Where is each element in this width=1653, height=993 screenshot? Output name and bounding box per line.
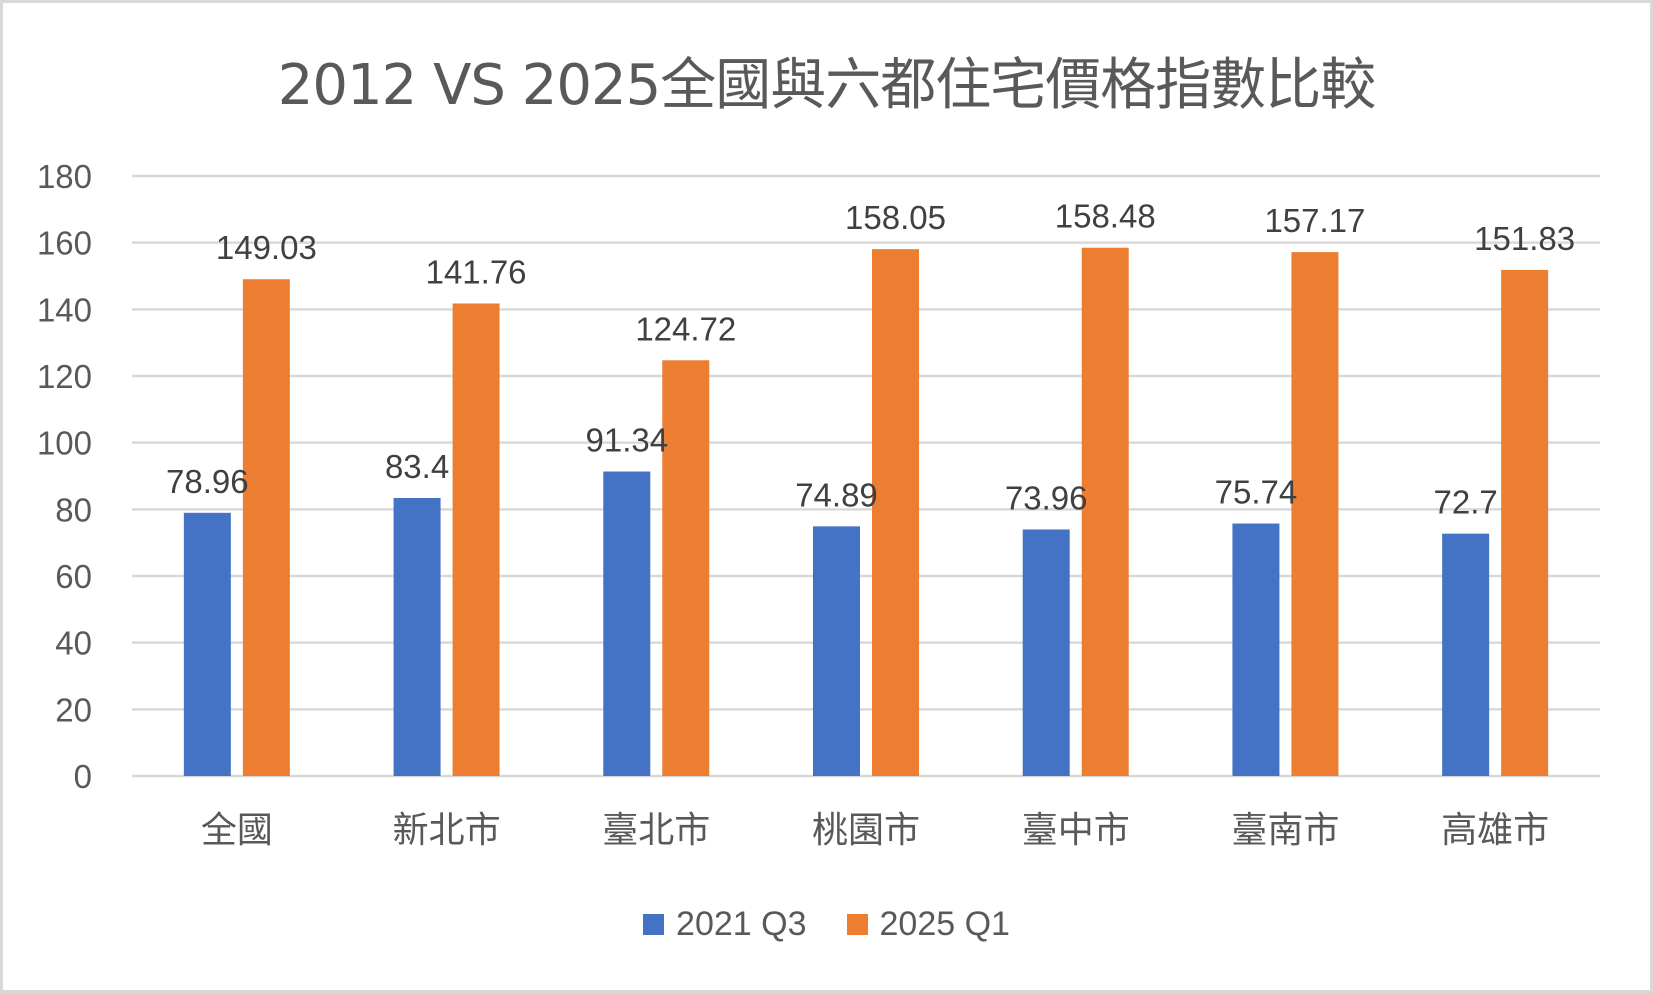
data-label: 158.48: [1055, 198, 1156, 235]
data-label: 72.7: [1434, 484, 1498, 521]
data-label: 151.83: [1474, 220, 1575, 257]
bar-series-2: [1291, 252, 1339, 777]
y-tick-label: 160: [37, 225, 92, 262]
y-tick-label: 40: [55, 625, 92, 662]
bar-series-2: [242, 279, 290, 776]
y-tick-label: 80: [55, 491, 92, 528]
data-label: 124.72: [635, 310, 736, 347]
x-category-label: 桃園市: [812, 810, 920, 851]
data-labels: 78.96 149.03 83.4 141.76 91.34 124.72 74.89 158…: [166, 198, 1575, 521]
bar-series-2: [1501, 269, 1549, 776]
y-tick-label: 120: [37, 358, 92, 395]
y-tick-label: 0: [74, 758, 92, 795]
data-label: 91.34: [585, 422, 668, 459]
bar-series-1: [1022, 529, 1070, 776]
x-category-label: 全國: [201, 810, 273, 851]
y-tick-label: 180: [37, 158, 92, 195]
y-tick-label: 100: [37, 425, 92, 462]
bar-series-1: [183, 512, 231, 776]
bar-series-2: [452, 303, 500, 776]
legend-label: 2025 Q1: [879, 905, 1010, 943]
data-label: 158.05: [845, 199, 946, 236]
legend-item-2025-q1[interactable]: 2025 Q1: [846, 905, 1010, 944]
x-category-label: 新北市: [393, 810, 501, 851]
bar-series-1: [1442, 533, 1490, 776]
x-category-label: 臺北市: [602, 810, 710, 851]
x-category-label: 臺中市: [1022, 810, 1130, 851]
gridlines: [132, 174, 1600, 778]
legend-label: 2021 Q3: [676, 905, 807, 943]
bars: [183, 247, 1549, 777]
x-axis-categories: 全國 新北市 臺北市 桃園市 臺中市 臺南市 高雄市: [201, 810, 1549, 851]
y-tick-label: 20: [55, 691, 92, 728]
bar-series-1: [813, 526, 860, 776]
data-label: 73.96: [1005, 479, 1088, 516]
legend-swatch-2021-q3: [643, 914, 665, 935]
legend: 2021 Q3 2025 Q1: [0, 905, 1653, 944]
bar-series-1: [393, 498, 441, 776]
data-label: 157.17: [1264, 202, 1365, 239]
chart-title: 2012 VS 2025全國與六都住宅價格指數比較: [277, 53, 1377, 118]
bar-series-2: [1081, 247, 1129, 776]
bar-series-2: [662, 360, 710, 776]
data-label: 78.96: [166, 463, 249, 500]
data-label: 83.4: [385, 448, 449, 485]
x-category-label: 高雄市: [1441, 810, 1549, 851]
bar-series-1: [1232, 523, 1280, 776]
y-axis-ticks: 0 20 40 60 80 100 120 140 160 180: [37, 158, 92, 795]
data-label: 149.03: [216, 229, 317, 266]
y-tick-label: 140: [37, 291, 92, 328]
bar-series-1: [603, 471, 651, 776]
data-label: 74.89: [795, 476, 878, 513]
legend-item-2021-q3[interactable]: 2021 Q3: [643, 905, 807, 944]
x-category-label: 臺南市: [1231, 810, 1339, 851]
legend-swatch-2025-q1: [846, 914, 868, 935]
y-tick-label: 60: [55, 558, 92, 595]
data-label: 141.76: [426, 253, 527, 290]
data-label: 75.74: [1215, 474, 1298, 511]
bar-series-2: [872, 249, 919, 776]
